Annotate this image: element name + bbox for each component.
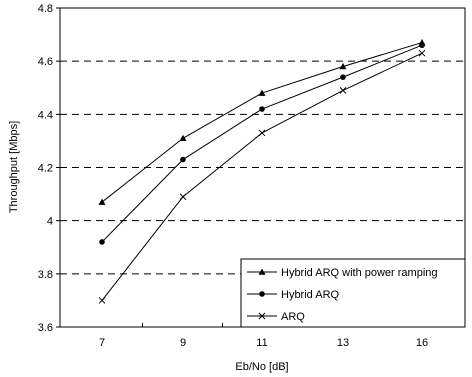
data-point bbox=[419, 42, 425, 49]
y-tick-label: 3.8 bbox=[38, 269, 53, 281]
legend-marker bbox=[258, 312, 266, 320]
legend-box bbox=[240, 258, 466, 328]
y-tick-label: 4 bbox=[47, 216, 53, 228]
series-line bbox=[101, 44, 423, 243]
x-tick-label: 13 bbox=[337, 337, 349, 349]
data-point bbox=[259, 106, 265, 112]
x-marker-stroke bbox=[98, 297, 106, 304]
data-point bbox=[418, 49, 426, 57]
y-tick-label: 4.8 bbox=[38, 3, 53, 15]
data-point bbox=[98, 198, 106, 205]
x-tick-label: 7 bbox=[99, 337, 105, 349]
data-point bbox=[180, 156, 186, 163]
legend-label: ARQ bbox=[281, 311, 305, 323]
series-line bbox=[101, 42, 423, 203]
data-point bbox=[179, 193, 187, 201]
data-point bbox=[258, 129, 266, 137]
x-marker-stroke bbox=[179, 193, 187, 201]
legend-label: Hybrid ARQ with power ramping bbox=[281, 267, 438, 279]
legend-marker bbox=[259, 291, 265, 297]
data-point bbox=[258, 89, 266, 96]
x-marker-stroke bbox=[258, 129, 266, 137]
legend: Hybrid ARQ with power ramping Hybrid ARQ A… bbox=[240, 258, 466, 328]
data-point bbox=[339, 62, 347, 70]
x-tick-label: 16 bbox=[416, 337, 428, 349]
data-point bbox=[339, 87, 347, 94]
y-axis-ticks: 3.6 3.8 4 4.2 4.4 4.6 4.8 bbox=[38, 3, 60, 334]
legend-marker bbox=[258, 268, 266, 275]
data-point bbox=[99, 239, 105, 245]
y-tick-label: 3.6 bbox=[38, 322, 53, 334]
data-point bbox=[179, 134, 187, 142]
x-marker-stroke bbox=[418, 49, 426, 57]
y-tick-label: 4.4 bbox=[38, 109, 53, 121]
x-tick-label: 11 bbox=[256, 337, 267, 349]
x-axis-title: Eb/No [dB] bbox=[235, 361, 288, 373]
y-axis-title: Throughput [Mbps] bbox=[8, 121, 20, 213]
x-marker-stroke bbox=[258, 312, 266, 320]
y-tick-label: 4.6 bbox=[38, 56, 53, 68]
series-group bbox=[98, 39, 426, 304]
y-tick-label: 4.2 bbox=[38, 163, 53, 175]
data-point bbox=[98, 297, 106, 304]
x-tick-label: 9 bbox=[180, 337, 186, 349]
legend-label: Hybrid ARQ bbox=[281, 289, 340, 301]
data-point bbox=[340, 74, 346, 80]
x-marker-stroke bbox=[339, 87, 347, 94]
